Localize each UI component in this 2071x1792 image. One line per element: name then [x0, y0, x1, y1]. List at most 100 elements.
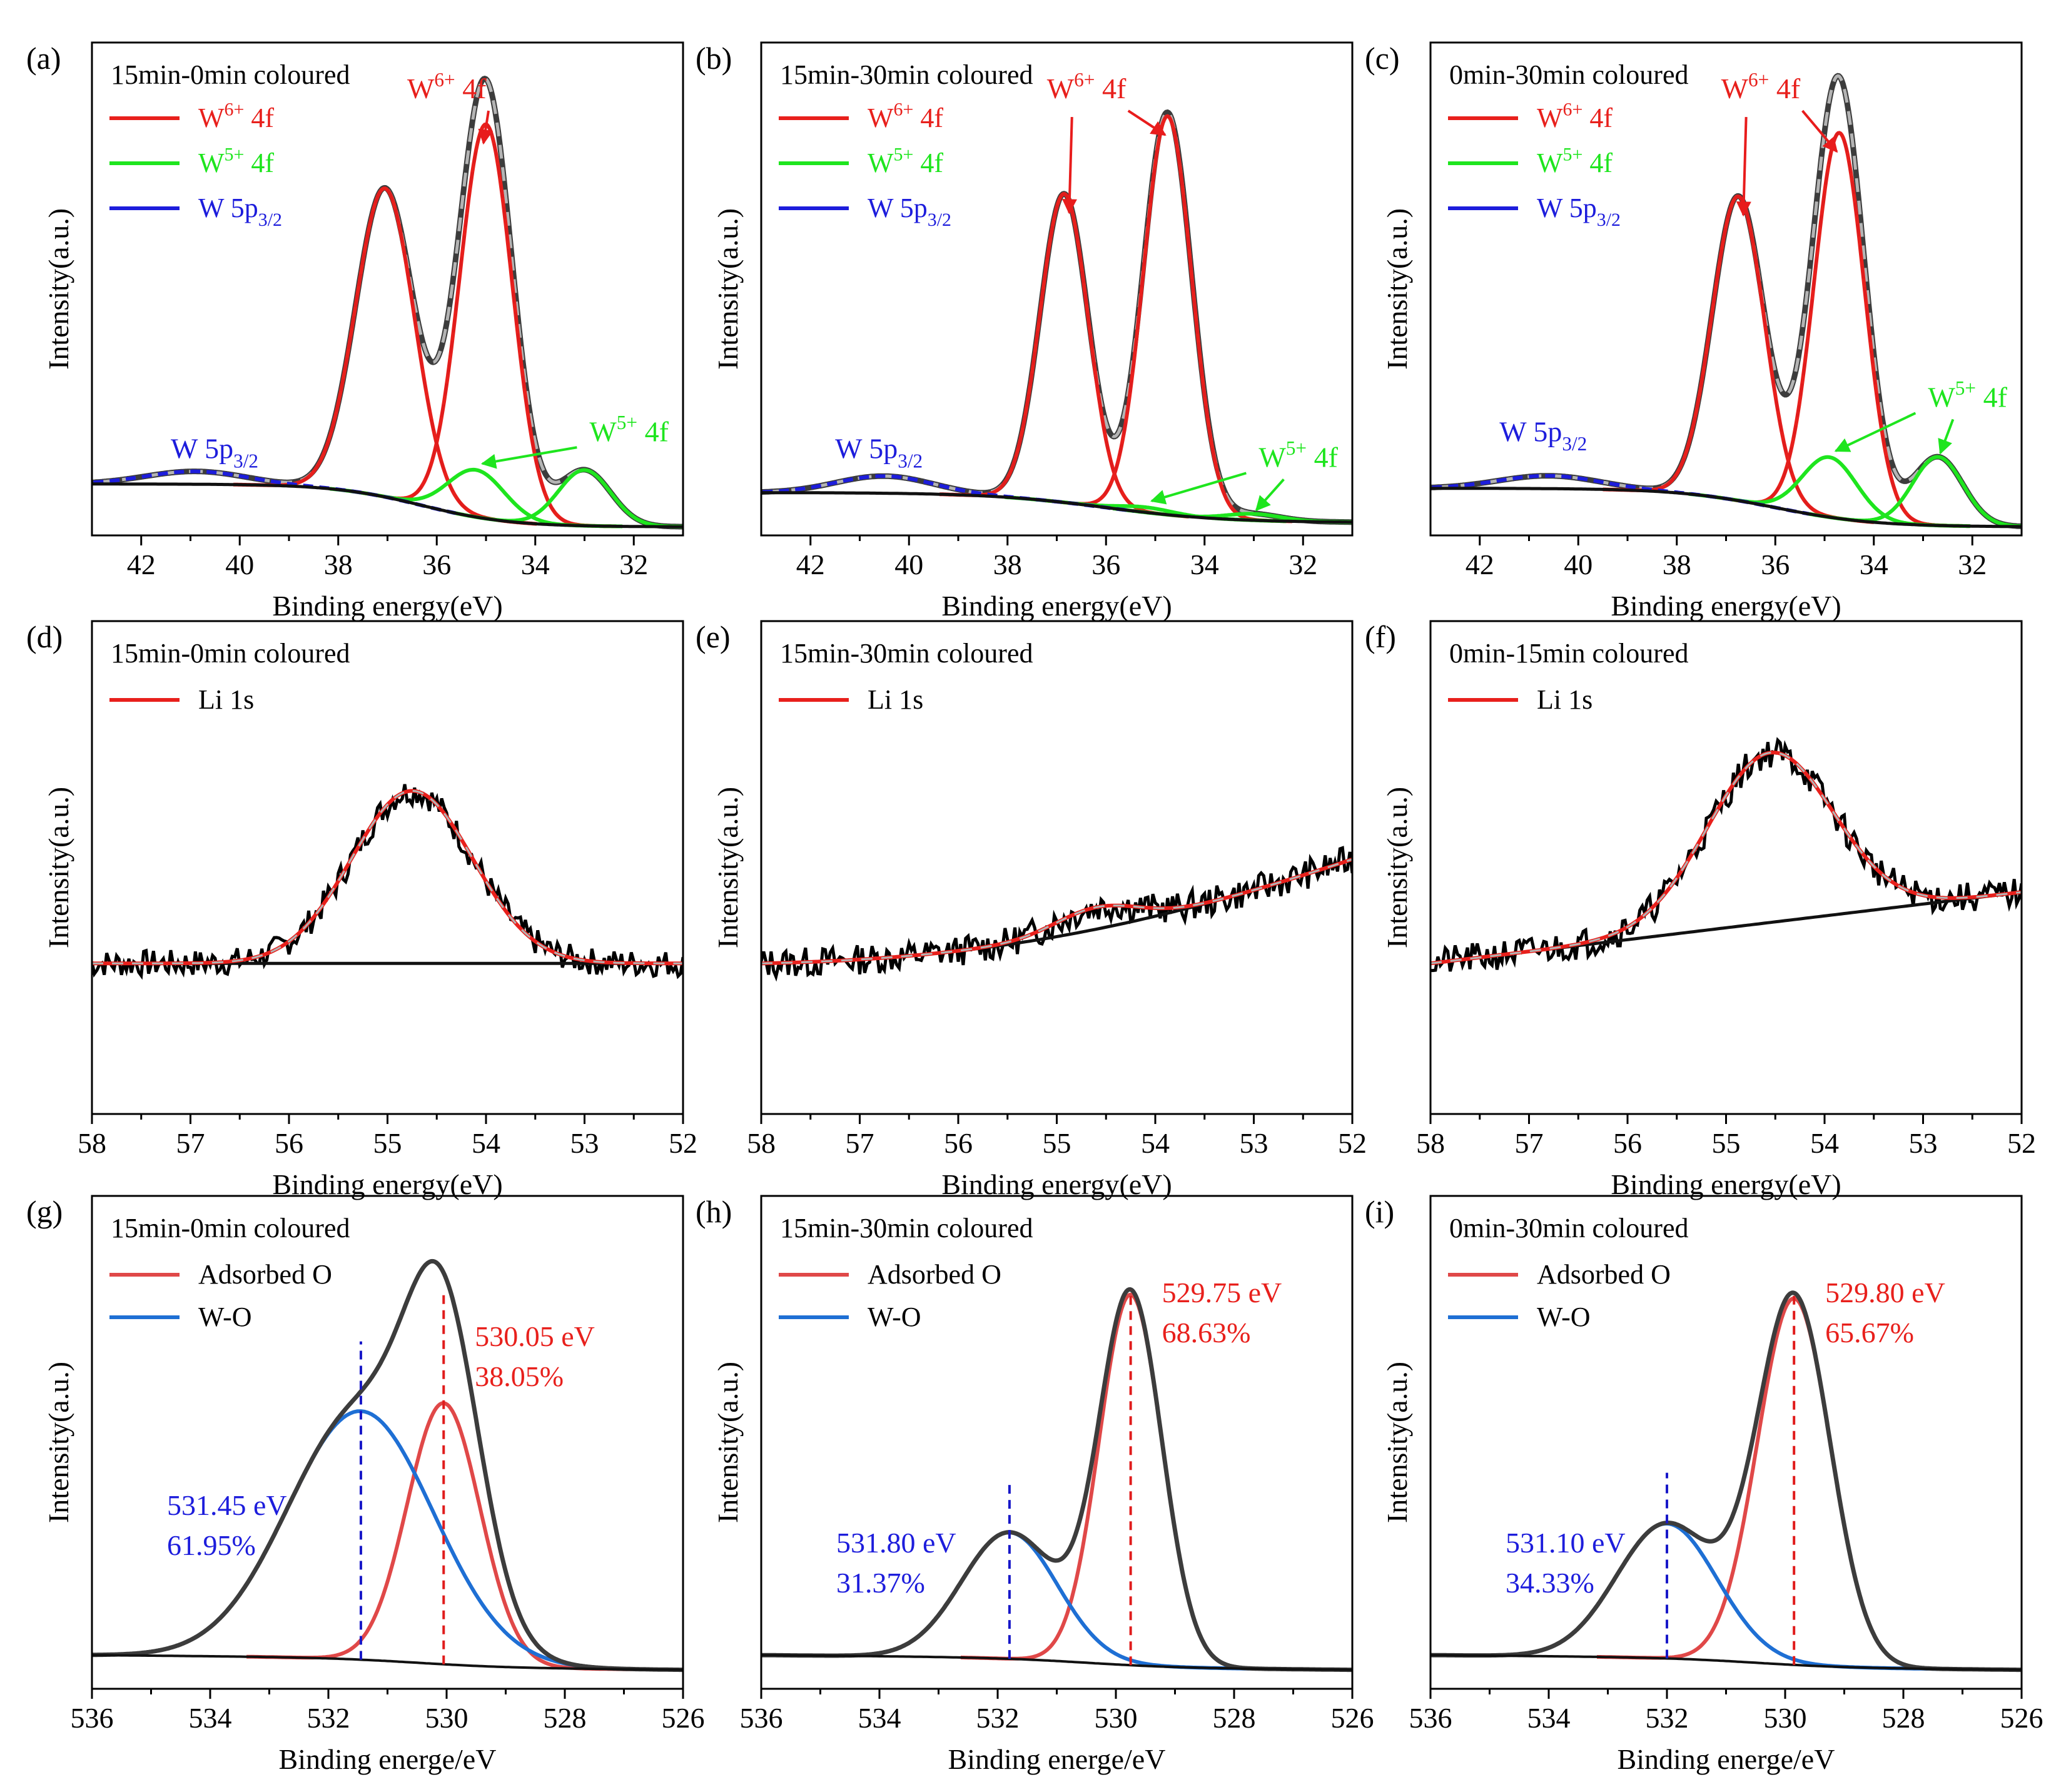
x-tick-label: 55 [373, 1127, 402, 1159]
legend-label-ads: Adsorbed O [868, 1259, 1001, 1290]
x-tick-label: 532 [976, 1702, 1020, 1734]
legend-label-w5p: W 5p3/2 [1537, 193, 1621, 230]
x-tick-label: 56 [1613, 1127, 1642, 1159]
legend-label-li: Li 1s [868, 684, 923, 715]
panel-i: 529.80 eV 65.67% 531.10 eV 34.33% Adsorbed O… [1365, 1194, 2043, 1775]
x-tick-label: 534 [189, 1702, 232, 1734]
x-tick-label: 36 [1761, 549, 1790, 580]
x-tick-label: 532 [307, 1702, 350, 1734]
x-axis-label: Binding energy(eV) [941, 590, 1172, 622]
legend-label-w5: W5+ 4f [868, 144, 943, 178]
w6-arrow [1127, 109, 1167, 136]
w6-annotation: W6+ 4f [1047, 69, 1127, 104]
x-tick-label: 526 [2000, 1702, 2043, 1734]
panel-g: 530.05 eV 38.05% 531.45 eV 61.95% Adsorbed O… [26, 1194, 705, 1775]
w5-arrow [1834, 412, 1917, 452]
legend-label-ads: Adsorbed O [1537, 1259, 1671, 1290]
plot-area [761, 1287, 1352, 1673]
x-tick-label: 530 [1095, 1702, 1138, 1734]
plot-area [761, 846, 1352, 982]
w5-annotation: W5+ 4f [589, 412, 669, 447]
legend-label-w6: W6+ 4f [1537, 99, 1613, 133]
w5-annotation: W5+ 4f [1258, 437, 1338, 473]
w5p-annotation: W 5p3/2 [835, 433, 923, 472]
x-tick-label: 34 [521, 549, 550, 580]
legend-label-w6: W6+ 4f [868, 99, 943, 133]
x-tick-label: 42 [1466, 549, 1494, 580]
x-axis-label: Binding energy(eV) [1611, 590, 1841, 622]
legend-label-w6: W6+ 4f [198, 99, 274, 133]
x-tick-label: 534 [1527, 1702, 1571, 1734]
x-tick-label: 38 [993, 549, 1022, 580]
background-line [92, 482, 683, 529]
fit-dashed-line [1430, 751, 2022, 964]
fit-dashed-line [92, 790, 683, 964]
panel-b: W6+ 4f W5+ 4f W 5p3/2 W6+ 4f W5+ 4f W 5p3/2 42… [696, 41, 1354, 622]
panel-title: 0min-30min coloured [1449, 1213, 1689, 1243]
x-tick-label: 32 [1958, 549, 1987, 580]
x-tick-label: 53 [1240, 1127, 1268, 1159]
x-tick-label: 534 [858, 1702, 901, 1734]
x-tick-label: 54 [1141, 1127, 1170, 1159]
panel-label: (h) [696, 1194, 732, 1229]
panel-label: (b) [696, 41, 732, 76]
x-tick-label: 528 [1882, 1702, 1925, 1734]
background-line [761, 1654, 1352, 1671]
x-tick-label: 58 [1416, 1127, 1445, 1159]
ads-energy-label: 529.75 eV [1162, 1277, 1282, 1309]
w6-arrow-2 [1061, 117, 1077, 215]
wo-percent-label: 61.95% [167, 1529, 256, 1561]
y-axis-label: Intensity(a.u.) [712, 787, 744, 948]
w5-arrow-2 [1938, 418, 1955, 455]
x-tick-label: 34 [1190, 549, 1219, 580]
ads-energy-label: 530.05 eV [475, 1320, 595, 1352]
background-line [1430, 487, 2022, 529]
x-tick-label: 38 [1663, 549, 1691, 580]
w5p-annotation: W 5p3/2 [171, 433, 258, 472]
plot-area [761, 109, 1352, 525]
panel-h: 529.75 eV 68.63% 531.80 eV 31.37% Adsorbed O… [696, 1194, 1374, 1775]
panel-label: (d) [26, 619, 63, 654]
x-axis-label: Binding energe/eV [279, 1743, 497, 1775]
legend-label-w5p: W 5p3/2 [198, 193, 282, 230]
x-tick-label: 530 [1764, 1702, 1807, 1734]
y-axis-label: Intensity(a.u.) [43, 1362, 74, 1523]
wo-percent-label: 31.37% [836, 1567, 925, 1599]
ads-percent-label: 38.05% [475, 1360, 564, 1392]
legend-label-wo: W-O [1537, 1302, 1591, 1332]
x-tick-label: 57 [176, 1127, 205, 1159]
w6-arrow-2 [1736, 117, 1751, 217]
background-line [92, 1654, 683, 1671]
panel-label: (i) [1365, 1194, 1394, 1229]
x-tick-label: 526 [662, 1702, 705, 1734]
panel-label: (g) [26, 1194, 63, 1229]
y-axis-label: Intensity(a.u.) [1381, 787, 1413, 948]
ads-percent-label: 65.67% [1825, 1317, 1914, 1349]
x-tick-label: 56 [944, 1127, 973, 1159]
ads-percent-label: 68.63% [1162, 1317, 1251, 1349]
x-tick-label: 55 [1043, 1127, 1071, 1159]
x-tick-label: 32 [1289, 549, 1317, 580]
fit-dashed-line [761, 858, 1352, 964]
x-tick-label: 40 [894, 549, 923, 580]
legend-label-li: Li 1s [198, 684, 254, 715]
x-tick-label: 530 [425, 1702, 468, 1734]
x-tick-label: 52 [669, 1127, 697, 1159]
legend-label-w5: W5+ 4f [1537, 144, 1613, 178]
x-tick-label: 36 [1091, 549, 1120, 580]
x-tick-label: 536 [71, 1702, 114, 1734]
legend-label-w5p: W 5p3/2 [868, 193, 951, 230]
x-tick-label: 55 [1712, 1127, 1741, 1159]
background-line [1430, 1654, 2022, 1671]
x-tick-label: 528 [544, 1702, 587, 1734]
x-tick-label: 526 [1331, 1702, 1374, 1734]
envelope-line [92, 1258, 683, 1673]
x-tick-label: 52 [2007, 1127, 2036, 1159]
y-axis-label: Intensity(a.u.) [1381, 1362, 1413, 1523]
x-tick-label: 528 [1213, 1702, 1256, 1734]
w5-annotation: W5+ 4f [1928, 377, 2007, 413]
plot-area [1430, 73, 2022, 529]
x-tick-label: 42 [796, 549, 825, 580]
panel-title: 15min-0min coloured [111, 59, 350, 90]
